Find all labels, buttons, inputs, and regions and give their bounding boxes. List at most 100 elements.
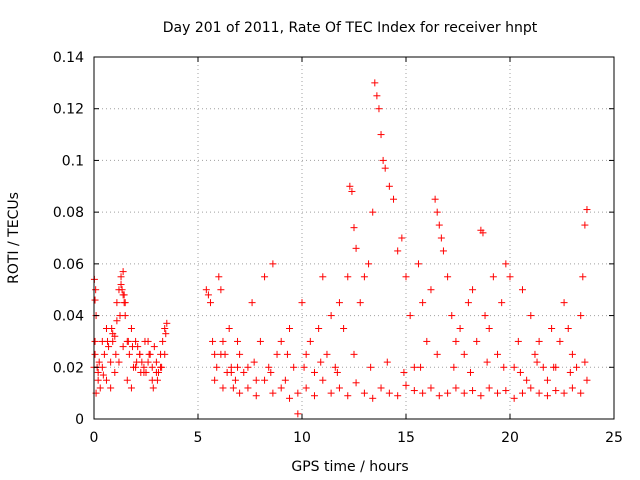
x-tick-label: 10 [293, 430, 311, 446]
x-tick-label: 0 [90, 430, 99, 446]
data-point [548, 325, 556, 332]
data-point [427, 286, 435, 294]
data-point [117, 273, 125, 281]
y-axis-ticks: 0 0.02 0.04 0.06 0.08 0.1 0.12 0.14 [53, 50, 614, 428]
data-point [485, 384, 493, 392]
data-point [158, 363, 166, 371]
data-point [123, 376, 131, 384]
data-point [95, 358, 103, 366]
data-point [302, 384, 310, 392]
data-point [489, 273, 497, 281]
data-point [202, 286, 210, 294]
data-point [352, 244, 360, 252]
data-point [141, 337, 149, 345]
data-point [410, 363, 418, 371]
data-point [500, 363, 508, 371]
data-point [327, 312, 335, 320]
data-point [431, 195, 439, 203]
data-point [335, 384, 343, 392]
grid-lines [94, 57, 614, 419]
data-point [163, 319, 171, 327]
data-point [310, 392, 318, 400]
data-point [433, 350, 441, 358]
data-point [577, 389, 585, 397]
data-point [294, 389, 302, 397]
data-point [286, 394, 294, 402]
data-point [248, 299, 256, 307]
data-point [113, 299, 121, 307]
data-point [113, 317, 121, 325]
data-point [410, 387, 418, 395]
data-point [350, 350, 358, 358]
data-point [119, 343, 127, 351]
data-point [219, 337, 227, 345]
data-point [91, 296, 99, 304]
data-point [450, 363, 458, 371]
data-point [112, 350, 120, 358]
data-point [267, 368, 275, 376]
x-tick-label: 5 [194, 430, 203, 446]
data-point [533, 358, 541, 366]
data-point [344, 392, 352, 400]
data-point [227, 368, 235, 376]
data-point [435, 221, 443, 229]
data-point [439, 247, 447, 255]
data-point [109, 330, 117, 338]
data-point [234, 363, 242, 371]
data-point [153, 376, 161, 384]
data-point [419, 389, 427, 397]
data-point [502, 387, 510, 395]
data-point [252, 376, 260, 384]
data-point [136, 350, 144, 358]
data-point [444, 273, 452, 281]
data-point [148, 363, 156, 371]
data-point [244, 363, 252, 371]
data-point [535, 337, 543, 345]
data-point [92, 286, 100, 294]
data-point [252, 392, 260, 400]
data-point [381, 164, 389, 172]
data-point [94, 368, 102, 376]
data-point [277, 337, 285, 345]
data-point [481, 312, 489, 320]
data-point [365, 260, 373, 268]
data-point [577, 312, 585, 320]
data-point [485, 325, 493, 332]
data-point [379, 156, 387, 164]
data-point [510, 363, 518, 371]
data-point [356, 299, 364, 307]
data-point [273, 350, 281, 358]
data-point [560, 299, 568, 307]
data-point [317, 358, 325, 366]
data-point [98, 363, 106, 371]
data-point [127, 325, 135, 332]
data-point [518, 389, 526, 397]
data-point [398, 234, 406, 242]
data-point [383, 358, 391, 366]
data-point [269, 389, 277, 397]
data-point [96, 384, 104, 392]
data-point [523, 376, 531, 384]
data-point [236, 389, 244, 397]
data-point [217, 350, 225, 358]
data-point [556, 337, 564, 345]
data-point [120, 291, 128, 299]
data-point [464, 299, 472, 307]
data-point [256, 337, 264, 345]
data-point [211, 376, 219, 384]
data-point [265, 363, 273, 371]
data-point [283, 350, 291, 358]
data-point [327, 389, 335, 397]
data-point [377, 131, 385, 139]
data-point [310, 368, 318, 376]
data-point [107, 358, 115, 366]
data-point [423, 337, 431, 345]
data-point [217, 286, 225, 294]
data-point [128, 343, 136, 351]
data-point [579, 273, 587, 281]
data-point [340, 325, 348, 332]
data-point [99, 371, 107, 379]
data-point [105, 343, 113, 351]
data-point [124, 337, 132, 345]
